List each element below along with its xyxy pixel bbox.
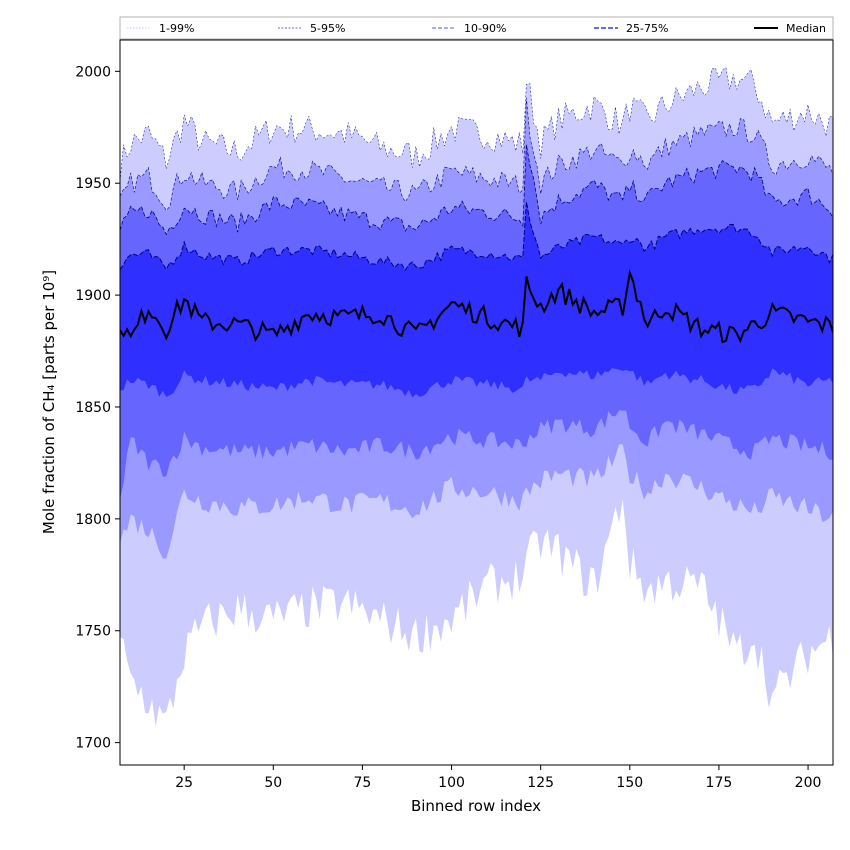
median-line [120,268,833,344]
y-tick-label: 1950 [75,176,111,192]
y-tick-label: 1900 [75,288,111,304]
y-tick-label: 2000 [75,64,111,80]
band-25-75 [120,201,833,398]
x-tick-label: 75 [354,775,372,791]
edge-p95 [120,97,833,211]
x-tick-label: 200 [795,775,822,791]
legend: 1-99% 5-95% 10-90% 25-75% Median [119,16,834,40]
legend-frame [119,16,834,40]
y-tick-label: 1700 [75,736,111,752]
x-axis-label: Binned row index [411,797,541,815]
legend-label: 25-75% [626,22,668,35]
legend-label: 5-95% [310,22,345,35]
percentile-bands [120,67,833,727]
x-tick-label: 175 [706,775,733,791]
edge-p90 [120,144,833,236]
y-axis-label: Mole fraction of CH₄ [parts per 10⁹] [40,270,58,534]
x-axis-ticks: 25 50 75 100 125 150 175 200 [175,765,821,791]
legend-label: Median [786,22,826,35]
x-tick-label: 100 [438,775,465,791]
x-tick-label: 125 [527,775,554,791]
y-tick-label: 1750 [75,624,111,640]
x-tick-label: 150 [616,775,643,791]
legend-label: 10-90% [464,22,506,35]
plot-frame [119,39,834,766]
legend-label: 1-99% [159,22,194,35]
y-axis-ticks: 1700 1750 1800 1850 1900 1950 2000 [75,64,120,752]
y-tick-label: 1850 [75,400,111,416]
x-tick-label: 25 [175,775,193,791]
y-tick-label: 1800 [75,512,111,528]
median-layer [120,268,833,344]
x-tick-label: 50 [264,775,282,791]
edge-p75 [120,201,833,272]
